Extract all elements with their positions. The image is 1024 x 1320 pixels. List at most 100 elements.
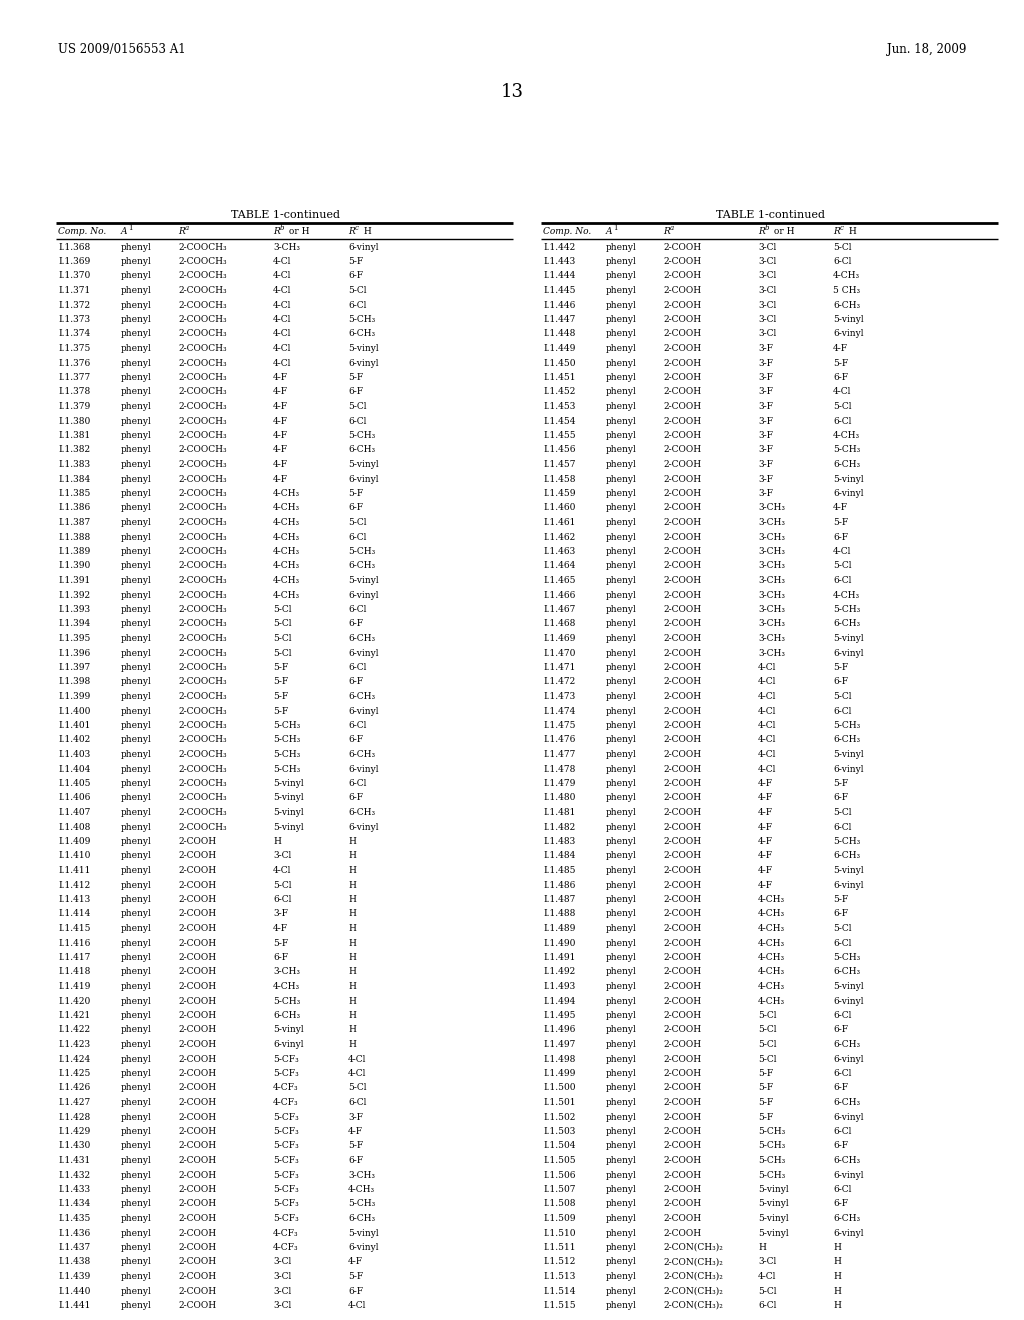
- Text: I.1.388: I.1.388: [58, 532, 90, 541]
- Text: 3-CH₃: 3-CH₃: [758, 590, 785, 599]
- Text: I.1.492: I.1.492: [543, 968, 575, 977]
- Text: a: a: [670, 224, 674, 232]
- Text: 2-COOCH₃: 2-COOCH₃: [178, 432, 226, 440]
- Text: 2-COOH: 2-COOH: [663, 634, 701, 643]
- Text: 4-F: 4-F: [758, 808, 773, 817]
- Text: 4-CH₃: 4-CH₃: [833, 432, 860, 440]
- Text: 5-CH₃: 5-CH₃: [833, 721, 860, 730]
- Text: I.1.431: I.1.431: [58, 1156, 90, 1166]
- Text: 2-COOH: 2-COOH: [178, 1287, 216, 1295]
- Text: H: H: [348, 939, 356, 948]
- Text: I.1.485: I.1.485: [543, 866, 575, 875]
- Text: phenyl: phenyl: [606, 546, 637, 556]
- Text: 2-COOH: 2-COOH: [663, 1171, 701, 1180]
- Text: 4-CH₃: 4-CH₃: [758, 982, 785, 991]
- Text: phenyl: phenyl: [121, 721, 152, 730]
- Text: 3-Cl: 3-Cl: [758, 330, 776, 338]
- Text: 6-vinyl: 6-vinyl: [833, 997, 863, 1006]
- Text: phenyl: phenyl: [121, 403, 152, 411]
- Text: I.1.415: I.1.415: [58, 924, 90, 933]
- Text: 2-COOH: 2-COOH: [663, 561, 701, 570]
- Text: I.1.476: I.1.476: [543, 735, 575, 744]
- Text: 2-COOH: 2-COOH: [663, 1200, 701, 1209]
- Text: 2-COOH: 2-COOH: [178, 1011, 216, 1020]
- Text: I.1.504: I.1.504: [543, 1142, 575, 1151]
- Text: phenyl: phenyl: [606, 764, 637, 774]
- Text: 2-COOH: 2-COOH: [663, 880, 701, 890]
- Text: 2-COOH: 2-COOH: [663, 315, 701, 323]
- Text: 4-F: 4-F: [273, 924, 288, 933]
- Text: phenyl: phenyl: [121, 895, 152, 904]
- Text: 2-COOH: 2-COOH: [663, 1055, 701, 1064]
- Text: I.1.468: I.1.468: [543, 619, 575, 628]
- Text: 2-COOH: 2-COOH: [663, 692, 701, 701]
- Text: phenyl: phenyl: [606, 953, 637, 962]
- Text: phenyl: phenyl: [606, 345, 637, 352]
- Text: 5-Cl: 5-Cl: [833, 403, 852, 411]
- Text: 2-COOH: 2-COOH: [663, 432, 701, 440]
- Text: phenyl: phenyl: [121, 1026, 152, 1035]
- Text: I.1.452: I.1.452: [543, 388, 575, 396]
- Text: 2-COOH: 2-COOH: [663, 1026, 701, 1035]
- Text: phenyl: phenyl: [121, 779, 152, 788]
- Text: phenyl: phenyl: [606, 1302, 637, 1309]
- Text: H: H: [348, 1026, 356, 1035]
- Text: phenyl: phenyl: [606, 517, 637, 527]
- Text: or H: or H: [771, 227, 795, 236]
- Text: phenyl: phenyl: [606, 895, 637, 904]
- Text: I.1.399: I.1.399: [58, 692, 90, 701]
- Text: phenyl: phenyl: [121, 532, 152, 541]
- Text: 6-vinyl: 6-vinyl: [833, 764, 863, 774]
- Text: 6-Cl: 6-Cl: [833, 706, 851, 715]
- Text: I.1.428: I.1.428: [58, 1113, 90, 1122]
- Text: 2-CON(CH₃)₂: 2-CON(CH₃)₂: [663, 1302, 723, 1309]
- Text: phenyl: phenyl: [121, 997, 152, 1006]
- Text: 2-COOH: 2-COOH: [178, 895, 216, 904]
- Text: phenyl: phenyl: [121, 1302, 152, 1309]
- Text: phenyl: phenyl: [121, 808, 152, 817]
- Text: H: H: [348, 1040, 356, 1049]
- Text: 2-COOCH₃: 2-COOCH₃: [178, 459, 226, 469]
- Text: 2-COOH: 2-COOH: [178, 866, 216, 875]
- Text: phenyl: phenyl: [121, 1011, 152, 1020]
- Text: 2-COOH: 2-COOH: [178, 1098, 216, 1107]
- Text: 3-CH₃: 3-CH₃: [758, 532, 785, 541]
- Text: 4-Cl: 4-Cl: [348, 1055, 367, 1064]
- Text: 4-F: 4-F: [833, 503, 848, 512]
- Text: 5-F: 5-F: [273, 706, 288, 715]
- Text: 2-COOH: 2-COOH: [663, 1069, 701, 1078]
- Text: 4-Cl: 4-Cl: [758, 721, 776, 730]
- Text: phenyl: phenyl: [606, 808, 637, 817]
- Text: H: H: [348, 866, 356, 875]
- Text: I.1.477: I.1.477: [543, 750, 575, 759]
- Text: I.1.484: I.1.484: [543, 851, 575, 861]
- Text: 2-COOH: 2-COOH: [663, 619, 701, 628]
- Text: 2-COOH: 2-COOH: [663, 488, 701, 498]
- Text: 6-F: 6-F: [348, 677, 364, 686]
- Text: 4-F: 4-F: [348, 1258, 364, 1266]
- Text: 5-F: 5-F: [758, 1084, 773, 1093]
- Text: phenyl: phenyl: [121, 345, 152, 352]
- Text: I.1.508: I.1.508: [543, 1200, 575, 1209]
- Text: I.1.371: I.1.371: [58, 286, 90, 294]
- Text: 5-vinyl: 5-vinyl: [833, 634, 863, 643]
- Text: phenyl: phenyl: [121, 1098, 152, 1107]
- Text: 6-Cl: 6-Cl: [348, 779, 367, 788]
- Text: R: R: [758, 227, 765, 236]
- Text: phenyl: phenyl: [606, 243, 637, 252]
- Text: I.1.460: I.1.460: [543, 503, 575, 512]
- Text: 6-CH₃: 6-CH₃: [348, 634, 375, 643]
- Text: I.1.391: I.1.391: [58, 576, 90, 585]
- Text: 2-COOH: 2-COOH: [663, 1011, 701, 1020]
- Text: 2-COOCH₃: 2-COOCH₃: [178, 403, 226, 411]
- Text: I.1.426: I.1.426: [58, 1084, 90, 1093]
- Text: 5-F: 5-F: [348, 1272, 364, 1280]
- Text: 13: 13: [501, 83, 523, 102]
- Text: 5-CF₃: 5-CF₃: [273, 1069, 299, 1078]
- Text: phenyl: phenyl: [121, 953, 152, 962]
- Text: 6-F: 6-F: [833, 793, 848, 803]
- Text: 6-F: 6-F: [348, 735, 364, 744]
- Text: I.1.480: I.1.480: [543, 793, 575, 803]
- Text: 2-COOCH₃: 2-COOCH₃: [178, 692, 226, 701]
- Text: 6-F: 6-F: [833, 374, 848, 381]
